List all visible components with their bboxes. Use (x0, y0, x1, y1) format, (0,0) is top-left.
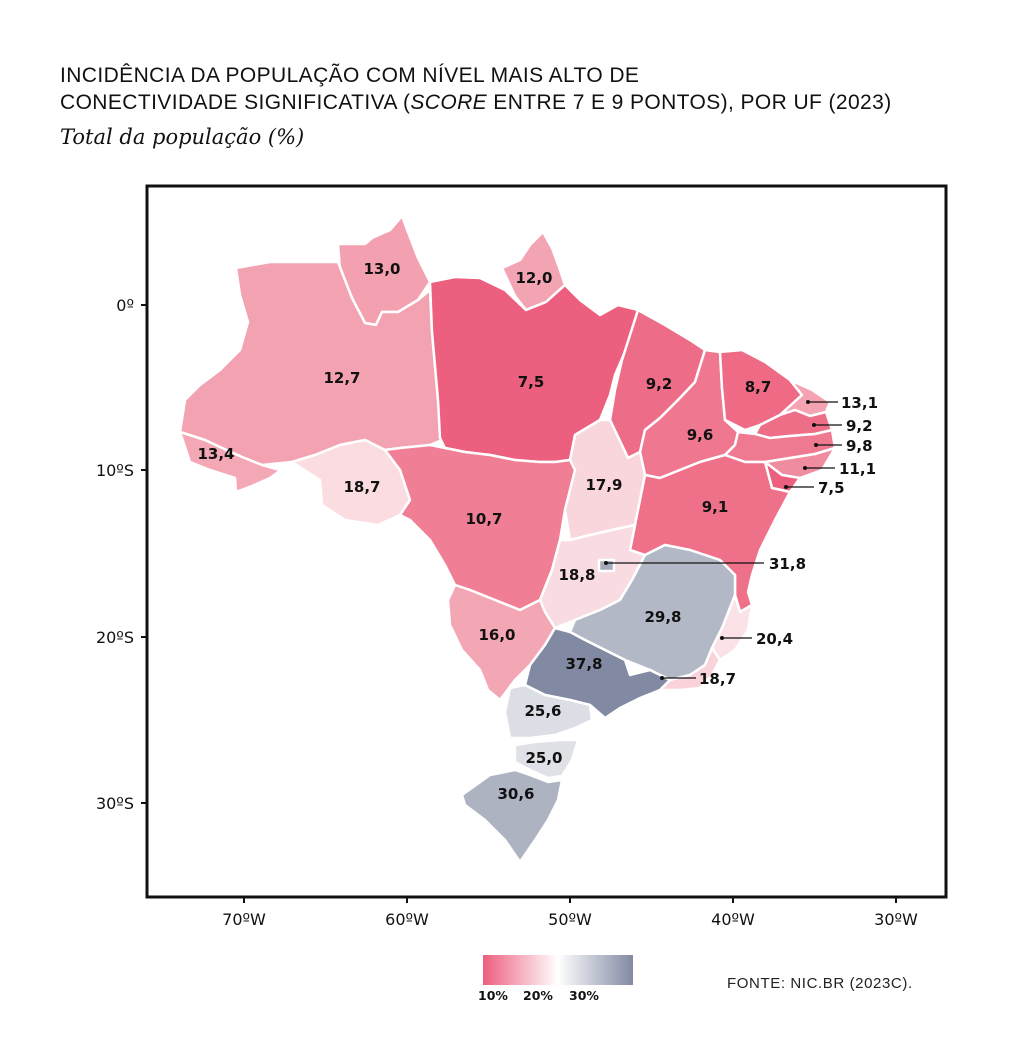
lon-label: 50ºW (548, 910, 592, 929)
leader-lines (606, 401, 842, 679)
label-MT: 10,7 (465, 510, 502, 528)
label-SC: 25,0 (525, 749, 562, 767)
leader-dot (806, 400, 810, 404)
label-CE: 8,7 (745, 378, 772, 396)
label-SE: 7,5 (818, 479, 845, 497)
label-SP: 37,8 (565, 655, 602, 673)
label-RN: 13,1 (841, 394, 878, 412)
label-ES: 20,4 (756, 630, 793, 648)
lon-label: 60ºW (385, 910, 429, 929)
map-title: INCIDÊNCIA DA POPULAÇÃO COM NÍVEL MAIS A… (60, 62, 892, 116)
leader-dots (604, 400, 818, 680)
lon-label: 30ºW (874, 910, 918, 929)
state-SC (513, 738, 580, 780)
leader-dot (604, 561, 608, 565)
label-AP: 12,0 (515, 269, 552, 287)
leader-dot (814, 443, 818, 447)
state-RS (460, 768, 564, 864)
label-PB: 9,2 (846, 417, 873, 435)
label-MG: 29,8 (644, 608, 681, 626)
label-GO: 18,8 (558, 566, 595, 584)
state-PR (503, 683, 594, 740)
label-PI: 9,6 (687, 426, 714, 444)
lon-label: 70ºW (222, 910, 266, 929)
leader-dot (812, 423, 816, 427)
leader-dot (720, 636, 724, 640)
leader-dot (784, 485, 788, 489)
legend-gradient-bar (483, 955, 633, 985)
label-RR: 13,0 (363, 260, 400, 278)
leader-dot (803, 466, 807, 470)
label-BA: 9,1 (702, 498, 729, 516)
leader-dot (660, 676, 664, 680)
label-RJ: 18,7 (699, 670, 736, 688)
state-labels: 13,0 12,0 12,7 7,5 9,2 8,7 13,1 9,2 9,8 … (197, 260, 878, 803)
legend-tick-label: 30% (569, 988, 599, 1003)
lat-label: 30ºS (96, 794, 134, 813)
label-PA: 7,5 (518, 373, 545, 391)
axis-ticks (141, 304, 897, 903)
color-legend: 10% 20% 30% (478, 955, 633, 1003)
label-PR: 25,6 (524, 702, 561, 720)
label-MA: 9,2 (646, 375, 673, 393)
states (178, 214, 837, 864)
legend-tick-label: 10% (478, 988, 508, 1003)
state-ES (710, 593, 754, 662)
label-MS: 16,0 (478, 626, 515, 644)
label-RO: 18,7 (343, 478, 380, 496)
title-line-2: CONECTIVIDADE SIGNIFICATIVA (SCORE ENTRE… (60, 89, 892, 116)
label-AL: 11,1 (839, 460, 876, 478)
lon-label: 40ºW (711, 910, 755, 929)
title-line-2-end: ENTRE 7 E 9 PONTOS), POR UF (2023) (487, 91, 892, 114)
title-line-2-start: CONECTIVIDADE SIGNIFICATIVA ( (60, 91, 411, 114)
label-DF: 31,8 (769, 555, 806, 573)
lat-label: 0º (116, 296, 134, 315)
lat-label: 10ºS (96, 461, 134, 480)
state-RJ (658, 646, 722, 692)
map-subtitle: Total da população (%) (60, 125, 305, 149)
label-PE: 9,8 (846, 437, 873, 455)
label-TO: 17,9 (585, 476, 622, 494)
map-frame (145, 184, 948, 899)
legend-tick-label: 20% (523, 988, 553, 1003)
label-AM: 12,7 (323, 369, 360, 387)
label-AC: 13,4 (197, 445, 234, 463)
title-line-1: INCIDÊNCIA DA POPULAÇÃO COM NÍVEL MAIS A… (60, 64, 640, 87)
source-note: FONTE: NIC.BR (2023C). (727, 975, 913, 992)
label-RS: 30,6 (497, 785, 534, 803)
title-score-word: SCORE (410, 91, 488, 114)
lat-label: 20ºS (96, 628, 134, 647)
state-AC (178, 430, 294, 494)
